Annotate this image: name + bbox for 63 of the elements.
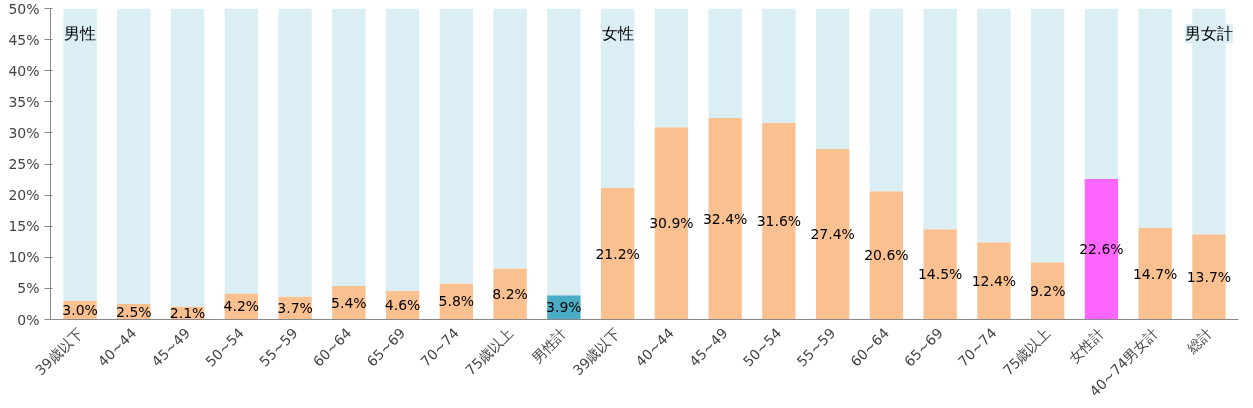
bar	[224, 8, 258, 294]
data-label: 2.1%	[169, 304, 206, 321]
data-label: 2.5%	[116, 303, 152, 320]
data-label: 3.0%	[62, 302, 98, 319]
bar	[977, 8, 1011, 243]
y-tick-label: 40%	[8, 62, 40, 79]
bar	[1138, 8, 1172, 229]
data-label: 4.6%	[384, 297, 421, 314]
y-tick-label: 20%	[8, 187, 40, 204]
annotation: 男女計	[1184, 23, 1233, 43]
bar	[278, 8, 312, 297]
data-label: 14.5%	[917, 266, 963, 283]
data-label: 30.9%	[649, 215, 694, 232]
y-tick-label: 10%	[8, 249, 40, 266]
bar	[493, 8, 527, 269]
data-label: 9.2%	[1029, 282, 1066, 299]
bar	[1031, 262, 1065, 320]
data-label: 12.4%	[971, 272, 1017, 289]
y-tick-label: 35%	[8, 93, 40, 110]
data-label: 14.7%	[1132, 265, 1178, 282]
annotation: 男性	[64, 23, 97, 43]
bar	[547, 8, 581, 296]
bar	[708, 8, 742, 118]
x-tick-label: 75歳以上	[999, 324, 1054, 379]
bar	[869, 8, 904, 192]
bar	[493, 268, 527, 320]
x-tick-label: 総計	[1182, 324, 1215, 357]
data-label: 3.7%	[277, 299, 313, 316]
data-label: 13.7%	[1186, 268, 1232, 285]
y-tick-label: 45%	[8, 31, 40, 48]
y-tick-label: 15%	[8, 218, 40, 235]
data-label: 27.4%	[810, 226, 855, 243]
bar	[600, 8, 635, 188]
bar	[1084, 8, 1119, 179]
bar	[654, 8, 689, 128]
x-tick-label: 女性計	[1066, 324, 1108, 366]
y-tick-label: 50%	[8, 0, 40, 17]
data-label: 8.2%	[492, 286, 528, 302]
data-label: 3.9%	[546, 299, 582, 316]
data-label: 32.4%	[702, 210, 748, 227]
x-tick-label: 75歳以上	[462, 324, 516, 379]
bar	[923, 8, 957, 230]
x-tick-label: 39歳以下	[569, 324, 624, 379]
bar	[332, 8, 366, 286]
data-label: 31.6%	[756, 213, 802, 230]
y-tick-label: 5%	[17, 280, 40, 297]
y-tick-label: 30%	[8, 124, 40, 141]
bar	[170, 8, 205, 307]
y-tick-label: 25%	[8, 156, 40, 172]
bar	[117, 8, 151, 304]
data-label: 5.4%	[331, 294, 367, 311]
bar	[762, 8, 796, 123]
bar	[385, 8, 420, 291]
data-label: 20.6%	[864, 247, 909, 264]
bar	[63, 8, 97, 301]
bar	[815, 8, 850, 150]
annotation: 女性	[601, 23, 634, 43]
data-label: 5.8%	[438, 293, 475, 310]
data-label: 21.2%	[595, 245, 640, 262]
bar	[439, 8, 474, 284]
bar	[1031, 8, 1065, 263]
x-tick-label: 男性計	[528, 324, 570, 366]
data-label: 4.2%	[223, 298, 260, 315]
